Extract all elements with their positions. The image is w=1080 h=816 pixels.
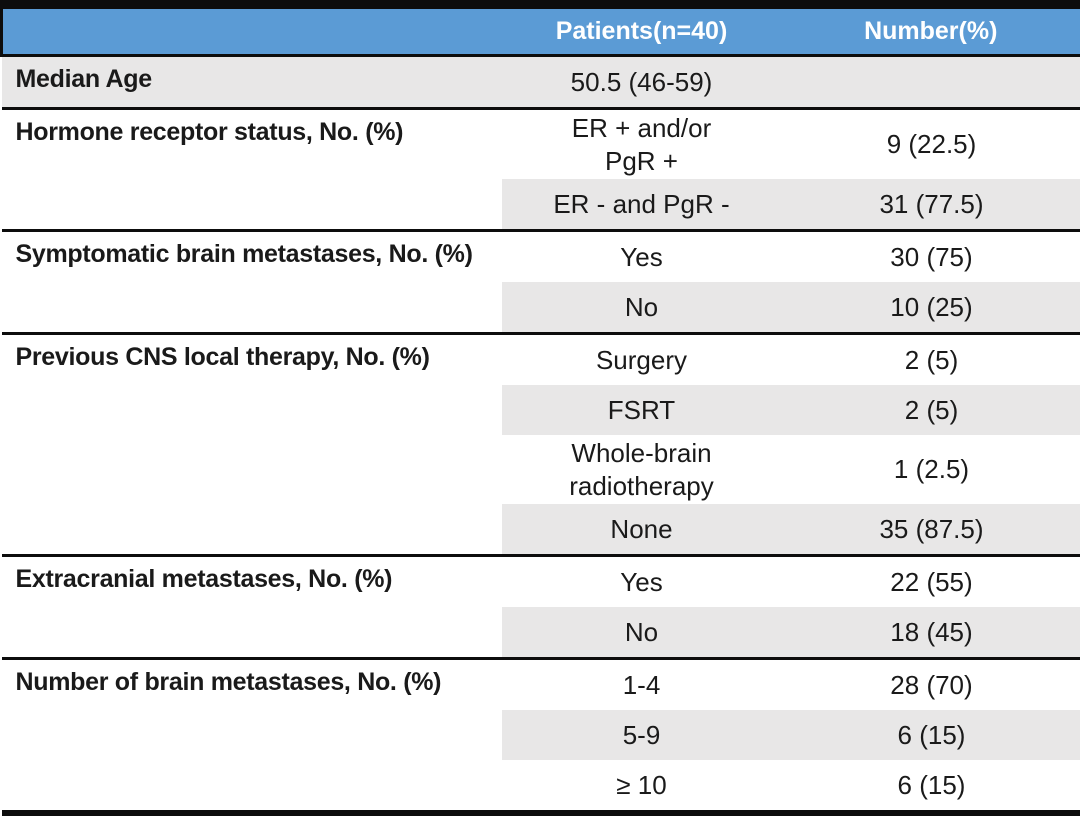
row-value: Yes bbox=[502, 231, 782, 283]
header-patients-cell: Patients(n=40) bbox=[502, 5, 782, 56]
header-row: Patients(n=40) Number(%) bbox=[2, 5, 1080, 56]
row-label: Previous CNS local therapy, No. (%) bbox=[2, 334, 502, 556]
table-header: Patients(n=40) Number(%) bbox=[2, 5, 1080, 56]
table-row: Previous CNS local therapy, No. (%)Surge… bbox=[2, 334, 1080, 386]
table-row: Symptomatic brain metastases, No. (%)Yes… bbox=[2, 231, 1080, 283]
row-value: Whole-brain radiotherapy bbox=[502, 435, 782, 504]
row-number: 35 (87.5) bbox=[782, 504, 1080, 556]
row-number: 30 (75) bbox=[782, 231, 1080, 283]
table-section: Previous CNS local therapy, No. (%)Surge… bbox=[2, 334, 1080, 556]
row-number: 28 (70) bbox=[782, 659, 1080, 711]
row-label: Median Age bbox=[2, 56, 502, 109]
row-value: No bbox=[502, 607, 782, 659]
table-section: Hormone receptor status, No. (%)ER + and… bbox=[2, 109, 1080, 231]
row-label: Extracranial metastases, No. (%) bbox=[2, 556, 502, 659]
row-number: 6 (15) bbox=[782, 760, 1080, 813]
row-number: 9 (22.5) bbox=[782, 109, 1080, 180]
row-value: Yes bbox=[502, 556, 782, 608]
row-number: 1 (2.5) bbox=[782, 435, 1080, 504]
row-value: Surgery bbox=[502, 334, 782, 386]
row-number: 31 (77.5) bbox=[782, 179, 1080, 231]
table-section: Symptomatic brain metastases, No. (%)Yes… bbox=[2, 231, 1080, 334]
row-value: None bbox=[502, 504, 782, 556]
row-number: 2 (5) bbox=[782, 334, 1080, 386]
row-number: 10 (25) bbox=[782, 282, 1080, 334]
row-value: ER - and PgR - bbox=[502, 179, 782, 231]
row-value: ≥ 10 bbox=[502, 760, 782, 813]
row-label: Number of brain metastases, No. (%) bbox=[2, 659, 502, 814]
row-label: Hormone receptor status, No. (%) bbox=[2, 109, 502, 231]
row-value: 50.5 (46-59) bbox=[502, 56, 782, 109]
header-empty-cell bbox=[2, 5, 502, 56]
row-number: 22 (55) bbox=[782, 556, 1080, 608]
table-row: Hormone receptor status, No. (%)ER + and… bbox=[2, 109, 1080, 180]
row-number: 2 (5) bbox=[782, 385, 1080, 435]
header-number-cell: Number(%) bbox=[782, 5, 1080, 56]
row-value: 5-9 bbox=[502, 710, 782, 760]
row-value: FSRT bbox=[502, 385, 782, 435]
row-value: No bbox=[502, 282, 782, 334]
row-number: 18 (45) bbox=[782, 607, 1080, 659]
row-label: Symptomatic brain metastases, No. (%) bbox=[2, 231, 502, 334]
row-value: ER + and/or PgR + bbox=[502, 109, 782, 180]
row-number: 6 (15) bbox=[782, 710, 1080, 760]
row-value: 1-4 bbox=[502, 659, 782, 711]
row-number bbox=[782, 56, 1080, 109]
